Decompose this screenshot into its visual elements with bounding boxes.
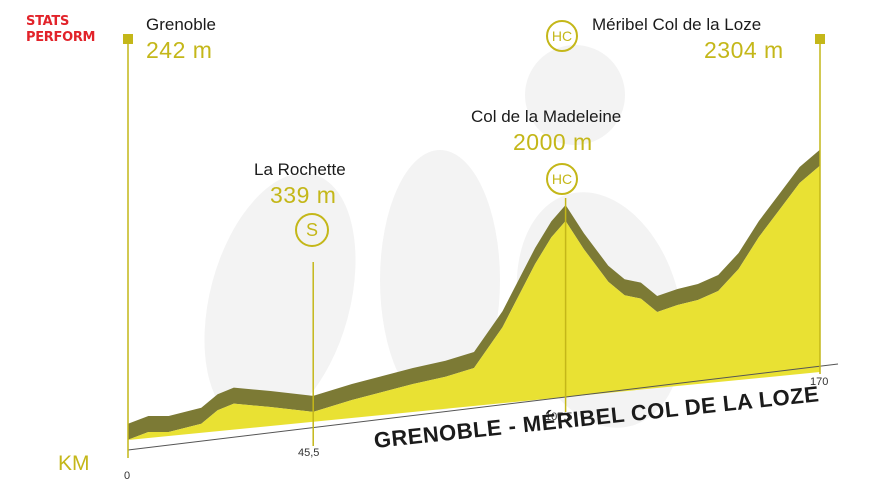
hc-badge-loze: HC (546, 20, 578, 52)
profile-area (128, 165, 820, 440)
km-axis-line (127, 363, 839, 451)
logo-line-2: PERFORM (26, 30, 96, 45)
waypoint-altitude-la-rochette: 339 m (270, 182, 337, 208)
stats-perform-logo: STATS PERFORM (26, 14, 96, 46)
waypoint-name-grenoble: Grenoble (146, 15, 216, 34)
profile-side-band (128, 149, 820, 440)
waypoint-altitude-grenoble: 242 m (146, 37, 213, 63)
km-axis-label: KM (58, 452, 90, 475)
waypoint-name-meribel-col-de-la-loze: Méribel Col de la Loze (592, 15, 762, 34)
profile-fill (128, 165, 820, 440)
logo-line-1: STATS (26, 14, 70, 29)
marker-lines (123, 34, 839, 458)
marker-square-meribel-col-de-la-loze (815, 34, 825, 44)
waypoint-name-col-de-la-madeleine: Col de la Madeleine (471, 107, 622, 126)
waypoint-altitude-col-de-la-madeleine: 2000 m (513, 129, 593, 155)
sprint-badge: S (295, 213, 329, 247)
waypoint-name-la-rochette: La Rochette (254, 160, 346, 179)
km-tick-107-5: 107,5 (545, 411, 573, 423)
hc-badge-madeleine: HC (546, 163, 578, 195)
km-tick-0: 0 (124, 470, 131, 482)
km-tick-45-5: 45,5 (298, 447, 320, 459)
marker-square-grenoble (123, 34, 133, 44)
km-tick-170: 170 (810, 376, 829, 388)
waypoint-altitude-meribel-col-de-la-loze: 2304 m (704, 37, 784, 63)
profile-shade (128, 149, 820, 440)
